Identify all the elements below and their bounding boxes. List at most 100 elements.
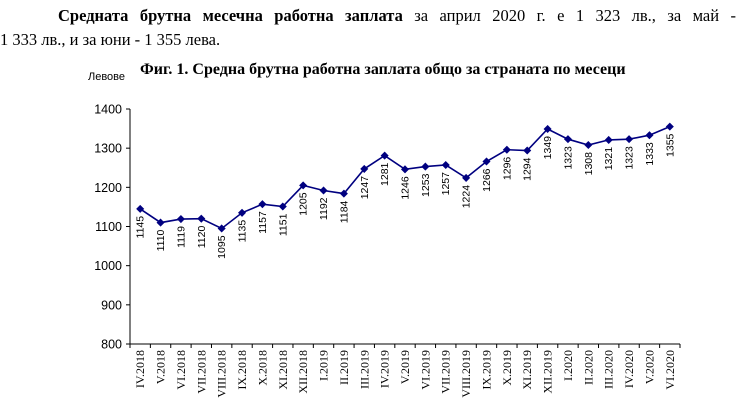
x-tick-label: I.2020 — [561, 350, 575, 381]
data-label: 1151 — [277, 213, 289, 236]
series-points — [136, 122, 674, 233]
x-axis-ticks: IV.2018 V.2018 VI.2018 VII.2018 VIII.2018 IX.… — [129, 344, 681, 398]
x-tick-label: VI.2018 — [174, 350, 188, 390]
chart-title: Фиг. 1. Средна брутна работна заплата об… — [140, 61, 626, 78]
data-label: 1120 — [196, 226, 208, 249]
data-labels: 1145 1110 1119 1120 1095 1135 1157 1151 1205 1192… — [135, 133, 677, 258]
data-point — [278, 202, 287, 211]
data-label: 1308 — [583, 152, 595, 176]
data-label: 1247 — [359, 176, 371, 200]
data-label: 1294 — [522, 157, 534, 181]
data-label: 1184 — [338, 200, 350, 223]
y-tick-label: 1200 — [94, 181, 122, 195]
data-point — [176, 215, 185, 224]
x-tick-label: IX.2018 — [235, 350, 249, 390]
data-label: 1296 — [501, 157, 513, 181]
x-tick-label: VI.2020 — [663, 350, 677, 390]
data-point — [665, 122, 674, 131]
data-point — [360, 164, 369, 173]
x-tick-label: VI.2019 — [418, 350, 432, 390]
x-tick-label: VIII.2019 — [459, 350, 473, 398]
data-label: 1119 — [175, 226, 187, 248]
data-point — [563, 135, 572, 144]
x-tick-label: XI.2018 — [276, 350, 290, 390]
x-tick-label: X.2019 — [500, 350, 514, 386]
data-point — [441, 160, 450, 170]
data-label: 1355 — [664, 133, 676, 157]
data-point — [400, 165, 410, 174]
data-point — [584, 141, 593, 150]
x-tick-label: X.2018 — [255, 350, 269, 386]
data-label: 1323 — [624, 146, 636, 170]
data-point — [258, 200, 267, 209]
data-point — [380, 151, 389, 160]
x-tick-label: V.2018 — [154, 350, 168, 384]
data-point — [502, 145, 511, 154]
y-tick-label: 800 — [101, 338, 122, 352]
data-label: 1323 — [562, 146, 574, 170]
data-point — [299, 181, 308, 190]
data-label: 1192 — [318, 197, 330, 220]
data-label: 1110 — [155, 229, 167, 251]
data-point — [217, 224, 226, 233]
x-tick-label: VII.2019 — [439, 350, 453, 394]
data-point — [604, 135, 613, 144]
summary-line-1-rest: за април 2020 г. е 1 323 лв., за май - — [414, 6, 736, 25]
data-point — [543, 124, 552, 133]
data-label: 1224 — [461, 185, 473, 209]
y-tick-label: 900 — [101, 298, 122, 312]
data-label: 1333 — [644, 142, 656, 166]
data-point — [645, 131, 654, 140]
data-point — [462, 173, 471, 182]
data-label: 1145 — [135, 216, 147, 239]
x-tick-label: XII.2018 — [296, 350, 310, 394]
x-tick-label: XI.2019 — [520, 350, 534, 390]
x-tick-label: V.2020 — [642, 350, 656, 384]
x-tick-label: IV.2019 — [378, 350, 392, 388]
x-tick-label: VII.2018 — [194, 350, 208, 394]
x-tick-label: III.2019 — [357, 350, 371, 389]
data-point — [523, 146, 532, 155]
y-tick-label: 1100 — [95, 220, 122, 234]
data-point — [136, 204, 145, 213]
data-point — [421, 162, 430, 171]
y-tick-label: 1400 — [94, 103, 122, 117]
data-point — [319, 186, 328, 195]
data-label: 1349 — [542, 136, 554, 160]
data-label: 1321 — [603, 147, 615, 171]
y-axis-unit-label: Левове — [88, 71, 126, 83]
data-label: 1095 — [216, 235, 228, 259]
summary-paragraph: Средната брутна месечна работна заплата … — [0, 4, 736, 52]
data-label: 1266 — [481, 168, 493, 192]
y-axis-ticks: 800 900 1000 1100 1200 1300 1400 — [94, 103, 130, 352]
x-tick-label: V.2019 — [398, 350, 412, 384]
y-tick-label: 1300 — [94, 142, 122, 156]
data-label: 1205 — [298, 192, 310, 216]
data-label: 1257 — [440, 172, 452, 196]
x-tick-label: IX.2019 — [479, 350, 493, 390]
data-point — [156, 218, 165, 227]
summary-bold-lead: Средната брутна месечна работна заплата — [58, 6, 403, 25]
summary-line-2: 1 333 лв., и за юни - 1 355 лева. — [0, 30, 221, 49]
data-label: 1135 — [237, 220, 249, 243]
x-tick-label: IV.2020 — [622, 350, 636, 388]
data-label: 1246 — [400, 176, 412, 200]
x-tick-label: XII.2019 — [541, 350, 555, 394]
y-tick-label: 1000 — [94, 259, 122, 273]
x-tick-label: IV.2018 — [133, 350, 147, 388]
data-label: 1157 — [257, 211, 269, 234]
data-point — [625, 135, 634, 144]
data-point — [482, 157, 491, 166]
x-tick-label: II.2020 — [581, 350, 595, 385]
chart-axes — [129, 109, 680, 345]
data-point — [339, 189, 348, 198]
data-point — [197, 214, 206, 223]
x-tick-label: I.2019 — [317, 350, 331, 381]
x-tick-label: II.2019 — [337, 350, 351, 385]
x-tick-label: VIII.2018 — [215, 350, 229, 398]
data-label: 1253 — [420, 173, 432, 197]
x-tick-label: III.2020 — [602, 350, 616, 389]
summary-line-1: Средната брутна месечна работна заплата … — [0, 4, 736, 28]
data-label: 1281 — [379, 162, 391, 186]
